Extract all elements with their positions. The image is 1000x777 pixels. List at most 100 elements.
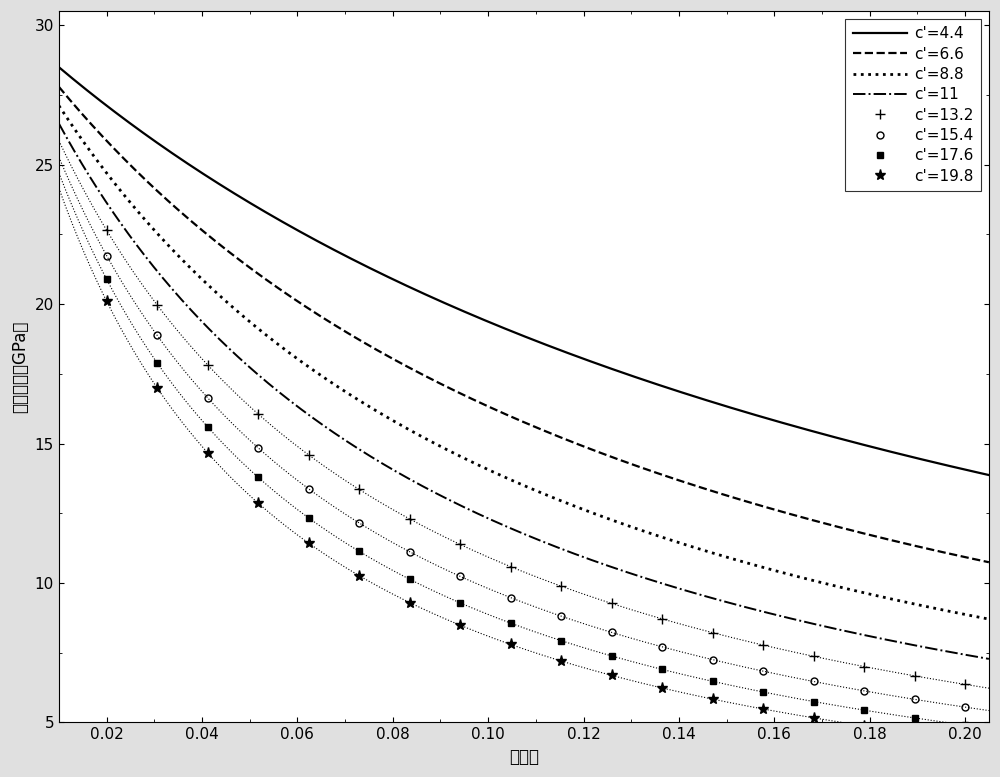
c'=17.6 (656, 664, 668, 674)
c'=8.8 (292, 354, 304, 364)
c'=11 (674, 584, 686, 594)
c'=17.6 (505, 618, 517, 628)
c'=17.6 (404, 574, 416, 584)
Legend: c'=4.4, c'=6.6, c'=8.8, c'=11, c'=13.2, c'=15.4, c'=17.6, c'=19.8: c'=4.4, c'=6.6, c'=8.8, c'=11, c'=13.2, … (845, 19, 981, 191)
c'=11 (753, 606, 765, 615)
c'=13.2 (101, 225, 113, 235)
c'=19.8 (505, 639, 517, 649)
c'=13.2 (404, 514, 416, 524)
c'=19.8 (555, 657, 567, 666)
c'=11 (292, 402, 304, 412)
c'=13.2 (808, 652, 820, 661)
c'=13.2 (707, 628, 719, 637)
c'=4.4 (292, 226, 304, 235)
c'=8.8 (217, 294, 229, 304)
c'=11 (217, 339, 229, 348)
c'=17.6 (707, 677, 719, 686)
c'=19.8 (656, 683, 668, 692)
c'=4.4 (753, 412, 765, 421)
c'=15.4 (606, 628, 618, 637)
c'=19.8 (959, 735, 971, 744)
c'=13.2 (555, 581, 567, 591)
c'=13.2 (909, 671, 921, 681)
c'=6.6 (674, 476, 686, 486)
c'=15.4 (353, 518, 365, 528)
c'=19.8 (353, 571, 365, 580)
c'=8.8 (674, 538, 686, 548)
c'=19.8 (404, 598, 416, 607)
c'=17.6 (151, 358, 163, 368)
c'=19.8 (858, 721, 870, 730)
c'=6.6 (983, 558, 995, 567)
c'=13.2 (454, 540, 466, 549)
c'=15.4 (757, 667, 769, 676)
c'=15.4 (404, 547, 416, 556)
c'=15.4 (151, 331, 163, 340)
c'=13.2 (959, 680, 971, 689)
c'=19.8 (303, 538, 315, 548)
c'=13.2 (505, 562, 517, 571)
c'=19.8 (101, 297, 113, 306)
c'=15.4 (505, 593, 517, 602)
c'=13.2 (252, 409, 264, 419)
c'=19.8 (909, 728, 921, 737)
c'=15.4 (303, 484, 315, 493)
c'=17.6 (303, 514, 315, 523)
Y-axis label: 剪切模量（GPa）: 剪切模量（GPa） (11, 321, 29, 413)
c'=4.4 (601, 363, 613, 372)
c'=11 (474, 510, 486, 519)
c'=8.8 (601, 514, 613, 523)
c'=19.8 (202, 448, 214, 458)
c'=13.2 (151, 300, 163, 309)
c'=19.8 (757, 704, 769, 713)
c'=8.8 (474, 461, 486, 470)
c'=6.6 (753, 500, 765, 510)
c'=4.4 (674, 387, 686, 396)
c'=15.4 (454, 572, 466, 581)
c'=15.4 (555, 611, 567, 621)
c'=13.2 (303, 450, 315, 459)
c'=15.4 (252, 443, 264, 452)
c'=19.8 (808, 713, 820, 723)
c'=6.6 (292, 297, 304, 306)
c'=4.4 (217, 182, 229, 191)
c'=8.8 (753, 562, 765, 571)
c'=15.4 (101, 251, 113, 260)
Line: c'=4.4: c'=4.4 (59, 67, 989, 475)
c'=17.6 (101, 274, 113, 284)
c'=17.6 (808, 697, 820, 706)
c'=13.2 (858, 662, 870, 671)
Line: c'=13.2: c'=13.2 (102, 225, 970, 689)
c'=6.6 (601, 451, 613, 460)
c'=17.6 (959, 720, 971, 730)
c'=15.4 (808, 677, 820, 686)
c'=15.4 (656, 642, 668, 651)
c'=13.2 (757, 640, 769, 650)
c'=13.2 (606, 599, 618, 608)
c'=8.8 (983, 615, 995, 624)
c'=4.4 (474, 313, 486, 322)
c'=19.8 (707, 695, 719, 704)
c'=6.6 (217, 243, 229, 253)
c'=6.6 (474, 398, 486, 407)
c'=6.6 (53, 82, 65, 92)
Line: c'=11: c'=11 (59, 124, 989, 659)
c'=13.2 (202, 361, 214, 370)
c'=19.8 (252, 498, 264, 507)
c'=19.8 (606, 671, 618, 680)
c'=17.6 (909, 713, 921, 723)
c'=11 (983, 654, 995, 664)
Line: c'=15.4: c'=15.4 (103, 252, 969, 711)
c'=17.6 (353, 547, 365, 556)
Line: c'=17.6: c'=17.6 (103, 276, 969, 729)
Line: c'=19.8: c'=19.8 (101, 295, 971, 745)
c'=19.8 (454, 621, 466, 630)
c'=17.6 (606, 651, 618, 660)
c'=15.4 (909, 695, 921, 704)
c'=17.6 (202, 422, 214, 431)
c'=13.2 (353, 485, 365, 494)
c'=4.4 (983, 470, 995, 479)
c'=11 (601, 561, 613, 570)
c'=4.4 (53, 62, 65, 71)
c'=11 (53, 119, 65, 128)
